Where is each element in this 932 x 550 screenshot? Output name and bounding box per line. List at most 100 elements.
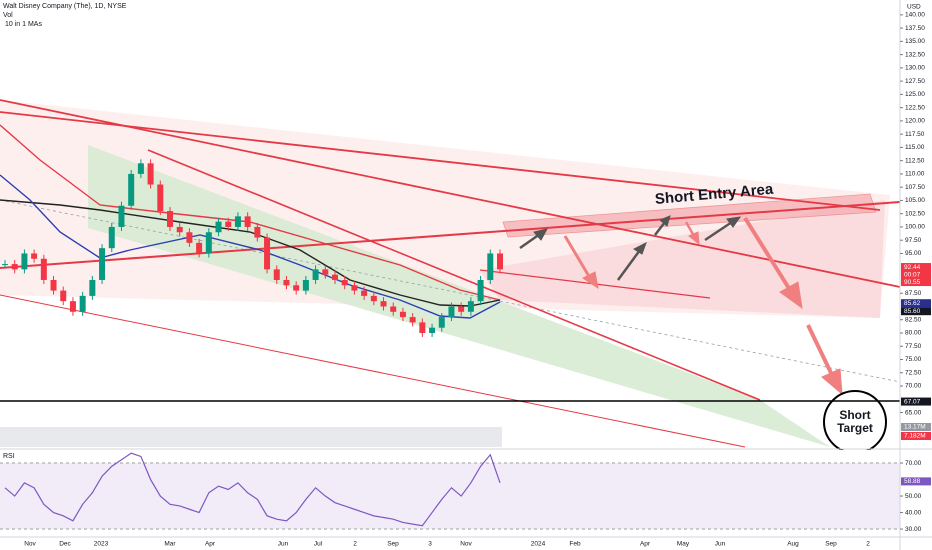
price-badge-label: 92.44 [904, 264, 921, 271]
y-tick-label: 30.00 [905, 526, 922, 533]
x-tick-label: 2 [866, 541, 870, 548]
price-badge-label: 13.17M [904, 424, 926, 431]
trend-line [0, 201, 901, 269]
rsi-title: RSI [3, 453, 15, 460]
candle [390, 306, 397, 312]
y-tick-label: 77.50 [905, 343, 922, 350]
candle [409, 317, 416, 323]
candle [147, 163, 154, 185]
candle [497, 253, 503, 270]
y-tick-label: 130.00 [905, 65, 925, 72]
candle [458, 306, 465, 312]
price-badge-label: 58.88 [904, 478, 921, 485]
candle [273, 269, 280, 280]
candle [419, 322, 426, 333]
currency: USD [907, 4, 921, 11]
header-indicator: 10 in 1 MAs [5, 21, 42, 28]
x-tick-label: 2 [353, 541, 357, 548]
pink-arrows [563, 216, 843, 396]
y-tick-label: 110.00 [905, 171, 925, 178]
green-channel [88, 145, 830, 447]
header-volume: Vol [3, 12, 13, 19]
candle [341, 279, 348, 286]
candle [50, 279, 57, 291]
y-tick-label: 132.50 [905, 51, 925, 58]
y-tick-label: 80.00 [905, 330, 922, 337]
ma-blue [0, 174, 501, 319]
candle [361, 290, 368, 296]
candle [137, 163, 144, 174]
x-tick-label: Nov [460, 541, 472, 548]
candle [118, 205, 125, 227]
gray-arrows [519, 215, 742, 281]
x-tick-label: 2024 [531, 541, 546, 548]
candle [283, 279, 290, 286]
candle [302, 279, 309, 291]
price-badge-label: 90.55 [904, 279, 921, 286]
candle [225, 221, 232, 227]
candle [467, 301, 474, 312]
y-tick-label: 72.50 [905, 369, 922, 376]
candle [370, 295, 377, 302]
price-badge [901, 432, 931, 440]
y-tick-label: 82.50 [905, 316, 922, 323]
candle [312, 269, 319, 280]
channel-line [147, 149, 761, 401]
y-tick-label: 75.00 [905, 356, 922, 363]
y-tick-label: 50.00 [905, 493, 922, 500]
channel-line [0, 294, 746, 448]
rsi-band [0, 463, 900, 529]
candle [234, 216, 241, 227]
candle [264, 237, 271, 270]
price-badge [901, 307, 931, 316]
y-tick-label: 135.00 [905, 38, 925, 45]
ma-black [0, 199, 501, 307]
price-badge [901, 477, 931, 486]
candle [205, 232, 212, 254]
y-tick-label: 112.50 [905, 157, 925, 164]
candle [215, 221, 222, 233]
y-tick-label: 40.00 [905, 509, 922, 516]
candle [11, 264, 18, 270]
entry-zone [502, 193, 877, 238]
price-badge-label: 85.60 [904, 308, 921, 315]
candle [79, 295, 86, 312]
price-badge [901, 397, 931, 406]
candle [332, 274, 338, 280]
x-tick-label: 3 [428, 541, 432, 548]
y-tick-label: 115.00 [905, 144, 925, 151]
target-annotation: Short [839, 408, 870, 422]
y-tick-label: 97.50 [905, 237, 922, 244]
x-tick-label: Feb [569, 541, 581, 548]
y-tick-label: 140.00 [905, 12, 925, 19]
price-badge [901, 423, 931, 431]
price-badge-label: 85.62 [904, 300, 921, 307]
trend-line [0, 99, 901, 288]
y-tick-label: 125.00 [905, 91, 925, 98]
candle [69, 301, 76, 312]
y-tick-label: 70.00 [905, 383, 922, 390]
price-badge [901, 270, 931, 279]
y-tick-label: 127.50 [905, 78, 925, 85]
rsi-line [4, 452, 501, 527]
y-tick-label: 102.50 [905, 210, 925, 217]
candle [176, 226, 183, 233]
projection-zone [480, 200, 885, 318]
y-tick-label: 87.50 [905, 290, 922, 297]
y-tick-label: 137.50 [905, 25, 925, 32]
price-badge [901, 278, 931, 287]
y-tick-label: 120.00 [905, 118, 925, 125]
candle [157, 184, 164, 212]
x-tick-label: Sep [825, 541, 837, 548]
y-tick-label: 95.00 [905, 250, 922, 257]
candle [2, 264, 8, 266]
x-tick-label: Nov [24, 541, 36, 548]
candle [477, 279, 484, 302]
y-tick-label: 122.50 [905, 104, 925, 111]
x-tick-label: Jun [278, 541, 289, 548]
candle [31, 253, 38, 259]
x-tick-label: 2023 [94, 541, 109, 548]
volume-area [0, 427, 502, 447]
candle [21, 253, 28, 270]
